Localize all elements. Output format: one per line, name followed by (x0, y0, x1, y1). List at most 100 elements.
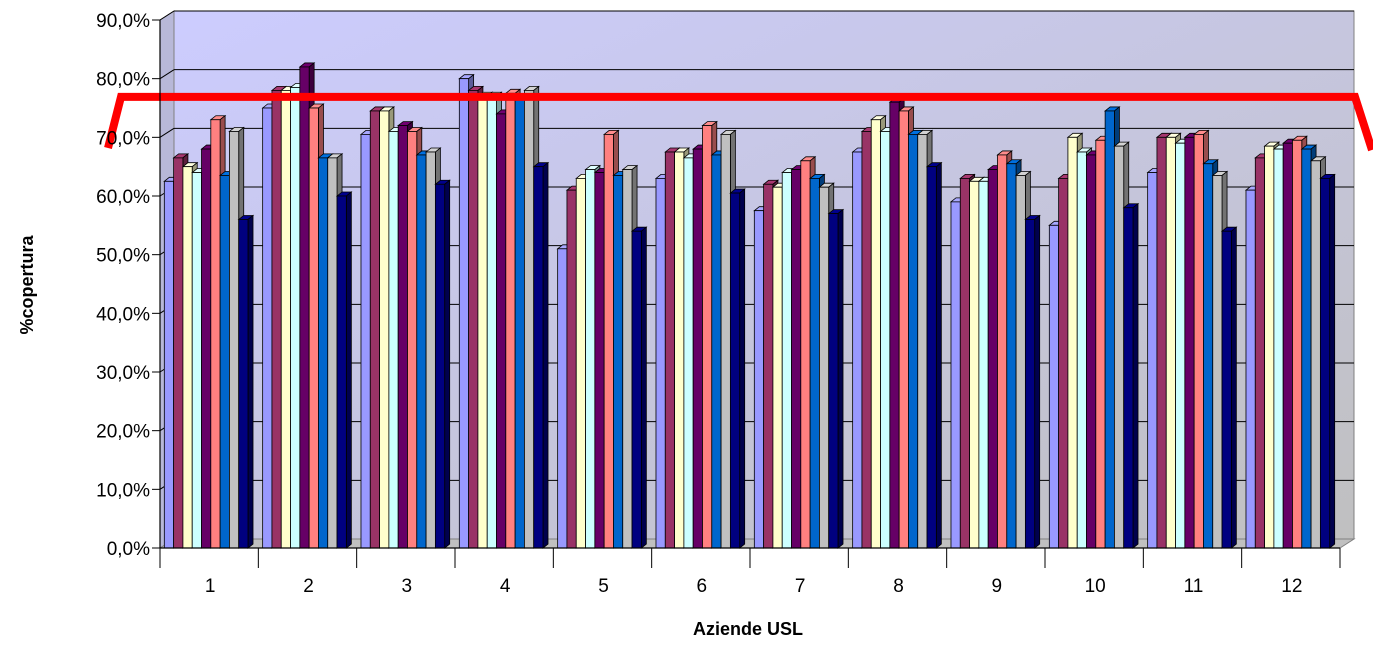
y-tick-label: 20,0% (96, 422, 150, 443)
y-axis-title: %copertura (17, 235, 37, 335)
bar-side (542, 161, 549, 549)
x-tick-label: 6 (697, 576, 708, 597)
y-tick-label: 30,0% (96, 363, 150, 384)
target-line (104, 92, 1373, 152)
bar-front (173, 157, 184, 549)
bar-front (290, 87, 301, 549)
bar-front (1292, 139, 1303, 549)
bar-front (622, 169, 633, 549)
bar-front (1114, 145, 1125, 549)
x-tick-label: 4 (500, 576, 511, 597)
bar-front (692, 148, 703, 549)
bar-front (926, 166, 937, 549)
bar-front (959, 177, 970, 549)
bar (1220, 226, 1238, 549)
bar (1024, 214, 1041, 549)
bar (434, 179, 451, 549)
bar-front (997, 154, 1008, 549)
gridline-side (159, 127, 175, 138)
gridline-side (159, 10, 175, 21)
bar-front (852, 151, 863, 549)
y-tick-label: 60,0% (96, 187, 150, 208)
y-tick-label: 70,0% (96, 128, 150, 149)
bar-front (800, 160, 811, 549)
x-axis-title: Aziende USL (693, 619, 803, 639)
bar-side (1230, 226, 1237, 549)
bar-front (163, 180, 175, 549)
bar-front (360, 133, 371, 549)
bar-front (496, 113, 507, 549)
bar-front (729, 192, 741, 549)
bar-front (987, 169, 998, 549)
bar-front (809, 177, 820, 549)
bar-series-group (163, 62, 1336, 549)
axes (152, 19, 1341, 568)
bar-front (1319, 177, 1331, 549)
bar-front (486, 95, 497, 549)
bar-side (739, 188, 746, 549)
bar-front (1310, 160, 1321, 549)
bar-front (861, 131, 872, 549)
bar-front (1212, 175, 1223, 549)
bar-front (318, 157, 329, 549)
bar-front (280, 90, 291, 549)
bar-front (1048, 224, 1060, 549)
bar-front (524, 90, 535, 549)
target-line-group (104, 92, 1373, 152)
bar-front (505, 92, 516, 549)
x-tick-label: 1 (205, 576, 216, 597)
bar-front (655, 177, 666, 549)
bar-front (425, 151, 436, 549)
bar-front (889, 101, 900, 549)
bar-front (369, 110, 380, 549)
bar-front (1123, 207, 1134, 549)
bar-front (1095, 139, 1106, 549)
bar-side (1034, 214, 1041, 549)
bar-front (1273, 148, 1284, 549)
bar-front (1086, 154, 1097, 549)
bar-front (664, 151, 675, 549)
bar-front (1254, 157, 1265, 549)
bar-front (1024, 219, 1036, 549)
bar-front (468, 90, 479, 549)
bar-front (336, 195, 347, 549)
bar-front (683, 157, 694, 549)
bar (630, 226, 648, 549)
bar-front (308, 107, 319, 549)
bar-front (477, 95, 488, 549)
x-tick-label: 7 (795, 576, 806, 597)
bar-front (210, 119, 221, 549)
bar (532, 161, 550, 549)
bar-side (837, 208, 844, 549)
x-tick-label: 10 (1085, 576, 1106, 597)
bar-front (1006, 163, 1017, 549)
bar-side (935, 161, 942, 549)
bar-front (1175, 142, 1186, 549)
bar-front (1104, 110, 1115, 549)
gridline-side (159, 69, 175, 80)
bar-front (950, 201, 961, 549)
bar (925, 161, 943, 549)
y-tick-labels: 0,0% 10,0% 20,0% 30,0% 40,0% 50,0% 60,0% 70,0% 8… (96, 11, 150, 560)
y-tick-label: 0,0% (107, 539, 150, 560)
bar-front (388, 131, 399, 549)
bar (827, 208, 845, 549)
bar-front (407, 131, 418, 549)
bar-front (1058, 177, 1069, 549)
bar-front (557, 248, 568, 549)
bar-front (1203, 163, 1214, 549)
bar-front (898, 110, 909, 549)
bar (1319, 173, 1336, 549)
bar-front (917, 133, 928, 549)
bar-side (247, 214, 254, 549)
bar-front (575, 177, 586, 549)
bar-front (327, 157, 338, 549)
y-tick-label: 90,0% (96, 11, 150, 32)
x-tick-label: 5 (598, 576, 609, 597)
bar-front (763, 183, 774, 549)
y-tick-label: 10,0% (96, 480, 150, 501)
bar-side (1329, 173, 1336, 549)
x-tick-label: 3 (402, 576, 413, 597)
y-tick-label: 40,0% (96, 304, 150, 325)
